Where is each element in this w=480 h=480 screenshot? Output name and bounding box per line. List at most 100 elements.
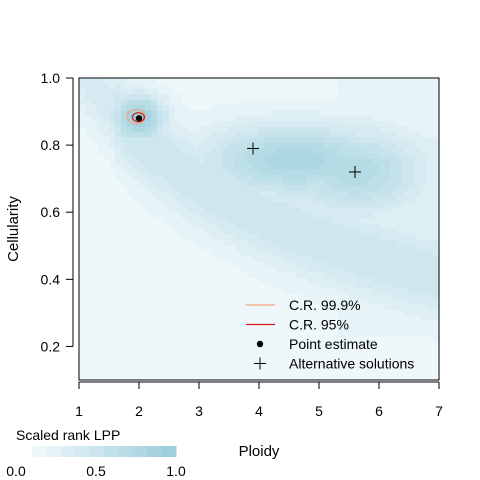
heatmap-cell — [163, 218, 170, 225]
heatmap-cell — [409, 94, 416, 101]
heatmap-cell — [217, 272, 224, 279]
heatmap-cell — [235, 175, 242, 182]
heatmap-cell — [115, 212, 122, 219]
heatmap-cell — [151, 288, 158, 295]
heatmap-cell — [121, 282, 128, 289]
heatmap-cell — [139, 196, 146, 203]
heatmap-cell — [361, 131, 368, 138]
heatmap-cell — [313, 94, 320, 101]
heatmap-cell — [307, 121, 314, 128]
heatmap-cell — [85, 88, 92, 95]
heatmap-cell — [79, 153, 86, 160]
heatmap-cell — [211, 137, 218, 144]
heatmap-cell — [379, 272, 386, 279]
heatmap-cell — [145, 369, 152, 376]
heatmap-cell — [91, 185, 98, 192]
heatmap-cell — [121, 115, 128, 122]
heatmap-cell — [247, 207, 254, 214]
heatmap-cell — [157, 88, 164, 95]
heatmap-cell — [355, 229, 362, 235]
heatmap-cell — [349, 88, 356, 95]
heatmap-cell — [175, 342, 182, 349]
heatmap-cell — [247, 169, 254, 176]
heatmap-cell — [295, 207, 302, 214]
heatmap-cell — [97, 142, 104, 149]
heatmap-cell — [193, 261, 200, 268]
heatmap-cell — [145, 326, 152, 333]
heatmap-cell — [187, 299, 194, 306]
heatmap-cell — [229, 148, 236, 155]
heatmap-cell — [121, 288, 128, 295]
heatmap-cell — [391, 191, 398, 198]
heatmap-cell — [211, 131, 218, 138]
heatmap-cell — [199, 191, 206, 198]
heatmap-cell — [367, 374, 374, 381]
heatmap-cell — [265, 94, 272, 101]
heatmap-cell — [289, 261, 296, 268]
heatmap-cell — [121, 175, 128, 182]
heatmap-cell — [265, 137, 272, 144]
heatmap-cell — [319, 137, 326, 144]
heatmap-cell — [289, 185, 296, 192]
heatmap-cell — [385, 99, 392, 106]
heatmap-cell — [379, 169, 386, 176]
heatmap-cell — [241, 185, 248, 192]
heatmap-cell — [283, 110, 290, 117]
heatmap-cell — [433, 239, 440, 246]
heatmap-cell — [247, 191, 254, 198]
heatmap-cell — [433, 121, 440, 128]
heatmap-cell — [181, 212, 188, 219]
heatmap-cell — [331, 126, 338, 133]
heatmap-cell — [205, 223, 212, 230]
heatmap-cell — [397, 331, 404, 338]
heatmap-cell — [289, 148, 296, 155]
heatmap-cell — [403, 250, 410, 257]
heatmap-cell — [379, 299, 386, 306]
heatmap-cell — [205, 191, 212, 198]
heatmap-cell — [391, 261, 398, 268]
heatmap-cell — [79, 121, 86, 128]
heatmap-cell — [313, 309, 320, 316]
heatmap-cell — [421, 315, 428, 322]
heatmap-cell — [175, 191, 182, 198]
heatmap-cell — [403, 347, 410, 354]
heatmap-cell — [97, 104, 104, 111]
heatmap-cell — [337, 282, 344, 289]
heatmap-cell — [127, 347, 134, 354]
heatmap-cell — [151, 353, 158, 360]
heatmap-cell — [97, 234, 104, 241]
heatmap-cell — [181, 83, 188, 90]
heatmap-cell — [283, 331, 290, 338]
heatmap-cell — [259, 212, 266, 219]
heatmap-cell — [151, 83, 158, 90]
heatmap-cell — [169, 202, 176, 209]
heatmap-cell — [175, 148, 182, 155]
heatmap-cell — [199, 234, 206, 241]
heatmap-cell — [343, 115, 350, 122]
heatmap-cell — [379, 255, 386, 262]
heatmap-cell — [343, 336, 350, 343]
heatmap-cell — [139, 78, 146, 84]
heatmap-cell — [313, 374, 320, 381]
heatmap-cell — [391, 202, 398, 209]
heatmap-cell — [235, 374, 242, 381]
heatmap-cell — [115, 336, 122, 343]
heatmap-cell — [157, 315, 164, 322]
heatmap-cell — [133, 99, 140, 106]
heatmap-cell — [241, 342, 248, 349]
heatmap-cell — [145, 347, 152, 354]
heatmap-cell — [349, 191, 356, 198]
heatmap-cell — [181, 282, 188, 289]
heatmap-cell — [163, 358, 170, 365]
heatmap-cell — [211, 148, 218, 155]
heatmap-cell — [427, 374, 434, 381]
heatmap-cell — [319, 255, 326, 262]
heatmap-cell — [229, 223, 236, 230]
heatmap-cell — [223, 223, 230, 230]
heatmap-cell — [385, 293, 392, 300]
heatmap-cell — [397, 320, 404, 327]
heatmap-cell — [343, 326, 350, 333]
heatmap-cell — [97, 309, 104, 316]
heatmap-cell — [385, 148, 392, 155]
heatmap-cell — [91, 196, 98, 203]
